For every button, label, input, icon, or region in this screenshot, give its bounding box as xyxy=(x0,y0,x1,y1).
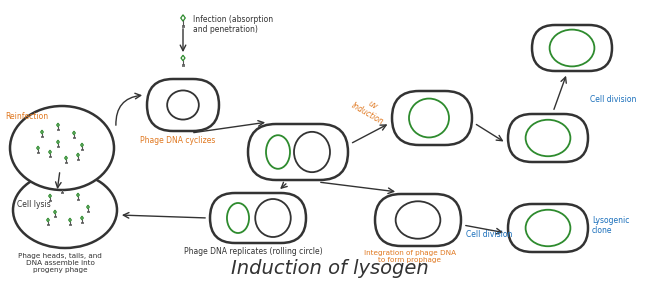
Polygon shape xyxy=(57,123,59,127)
FancyBboxPatch shape xyxy=(210,193,306,243)
Text: Phage heads, tails, and
DNA assemble into
progeny phage: Phage heads, tails, and DNA assemble int… xyxy=(18,253,102,273)
Text: Lysogenic
clone: Lysogenic clone xyxy=(592,216,630,235)
Polygon shape xyxy=(181,15,185,21)
Text: Reinfection: Reinfection xyxy=(5,112,48,121)
Ellipse shape xyxy=(255,199,291,237)
Ellipse shape xyxy=(526,120,570,156)
FancyBboxPatch shape xyxy=(508,114,588,162)
Polygon shape xyxy=(81,216,83,220)
Text: Phage DNA cyclizes: Phage DNA cyclizes xyxy=(141,136,215,145)
Polygon shape xyxy=(49,194,51,198)
Ellipse shape xyxy=(13,172,117,248)
Polygon shape xyxy=(46,218,49,222)
Ellipse shape xyxy=(266,135,290,169)
Polygon shape xyxy=(41,130,43,134)
Polygon shape xyxy=(181,55,185,61)
Ellipse shape xyxy=(10,106,114,190)
Text: Phage DNA replicates (rolling circle): Phage DNA replicates (rolling circle) xyxy=(184,247,322,256)
Ellipse shape xyxy=(526,210,570,246)
Polygon shape xyxy=(69,218,71,222)
Polygon shape xyxy=(77,153,79,157)
Polygon shape xyxy=(49,150,51,154)
Polygon shape xyxy=(37,146,39,150)
FancyBboxPatch shape xyxy=(392,91,472,145)
FancyBboxPatch shape xyxy=(147,79,219,131)
FancyBboxPatch shape xyxy=(375,194,461,246)
Ellipse shape xyxy=(395,201,441,239)
Ellipse shape xyxy=(550,30,595,66)
Polygon shape xyxy=(81,143,83,147)
Ellipse shape xyxy=(409,99,449,137)
Polygon shape xyxy=(86,205,89,209)
Text: Induction of lysogen: Induction of lysogen xyxy=(231,259,429,278)
Text: Cell lysis: Cell lysis xyxy=(17,200,51,209)
Text: Infection (absorption
and penetration): Infection (absorption and penetration) xyxy=(193,15,273,35)
Text: Integration of phage DNA
to form prophage: Integration of phage DNA to form prophag… xyxy=(364,250,456,263)
Ellipse shape xyxy=(294,132,330,172)
FancyBboxPatch shape xyxy=(532,25,612,71)
Polygon shape xyxy=(73,131,75,135)
FancyBboxPatch shape xyxy=(508,204,588,252)
Text: Cell division: Cell division xyxy=(466,230,512,239)
Polygon shape xyxy=(61,186,63,190)
Text: Cell division: Cell division xyxy=(590,95,637,104)
Text: uv
Induction: uv Induction xyxy=(350,92,390,127)
Polygon shape xyxy=(77,193,79,197)
Polygon shape xyxy=(64,156,67,160)
Polygon shape xyxy=(54,210,56,214)
FancyBboxPatch shape xyxy=(248,124,348,180)
Ellipse shape xyxy=(227,203,249,233)
Ellipse shape xyxy=(167,90,199,119)
Polygon shape xyxy=(57,140,59,144)
